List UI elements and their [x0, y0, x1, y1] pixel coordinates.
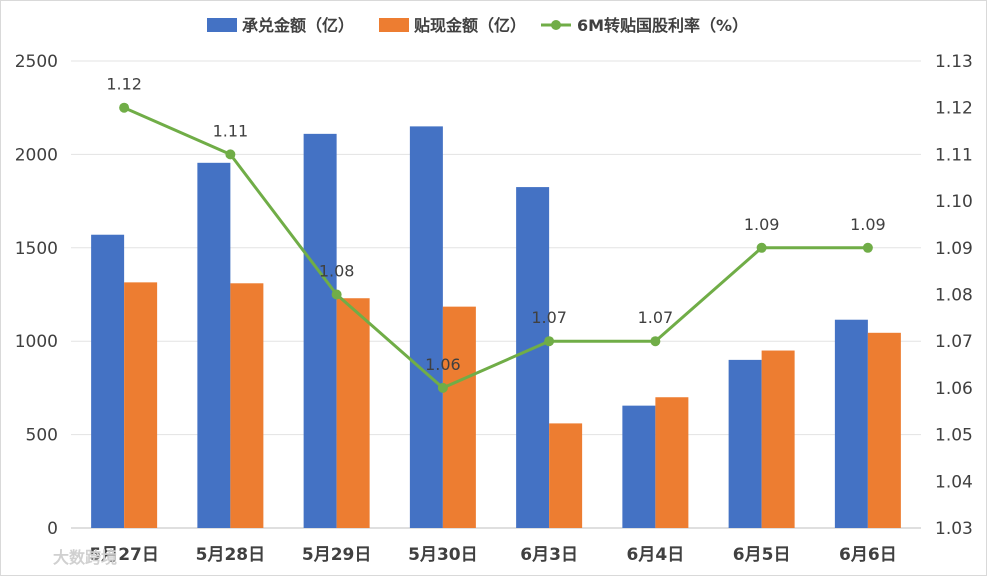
x-tick-label: 6月6日 — [839, 545, 897, 565]
rate-data-label: 1.07 — [531, 308, 567, 327]
discount-bar — [655, 397, 689, 528]
discount-bar — [867, 332, 901, 528]
discount-bar — [549, 423, 583, 528]
acceptance-bar — [728, 359, 762, 528]
rate-line-path — [123, 106, 868, 390]
y-left-tick-label: 2000 — [15, 145, 58, 165]
y-right-tick-label: 1.06 — [935, 379, 973, 399]
legend-label: 贴现金额（亿） — [414, 16, 526, 35]
y-left-tick-label: 2500 — [15, 52, 58, 72]
y-right-tick-label: 1.03 — [935, 519, 973, 539]
y-axis-left: 0 500 1000 1500 2000 2500 — [15, 52, 58, 539]
legend-swatch — [207, 18, 237, 32]
y-right-tick-label: 1.10 — [935, 192, 973, 212]
y-right-tick-label: 1.09 — [935, 239, 973, 259]
acceptance-bar — [516, 187, 550, 528]
y-left-tick-label: 0 — [47, 519, 58, 539]
legend: 承兑金额（亿） 贴现金额（亿） 6M转贴国股利率（%） — [207, 16, 748, 35]
rate-line — [119, 102, 873, 393]
rate-point — [119, 102, 130, 113]
discount-bar — [336, 298, 370, 528]
rate-point — [437, 382, 448, 393]
acceptance-bar — [622, 405, 656, 528]
x-tick-label: 6月3日 — [520, 545, 578, 565]
data-labels: 1.12 1.11 1.08 1.06 1.07 1.07 1.09 1.09 — [106, 75, 885, 374]
legend-marker — [551, 20, 561, 30]
y-right-tick-label: 1.04 — [935, 472, 973, 492]
y-left-tick-label: 1500 — [15, 239, 58, 259]
y-right-tick-label: 1.11 — [935, 145, 973, 165]
x-tick-label: 5月30日 — [408, 545, 478, 565]
discount-bar — [442, 306, 476, 528]
rate-data-label: 1.09 — [850, 215, 886, 234]
legend-swatch — [379, 18, 409, 32]
rate-data-label: 1.12 — [106, 75, 142, 94]
y-left-tick-label: 500 — [26, 426, 58, 446]
x-tick-label: 5月27日 — [89, 545, 159, 565]
x-tick-label: 5月29日 — [302, 545, 372, 565]
rate-data-label: 1.06 — [425, 355, 461, 374]
rate-point — [756, 242, 767, 253]
acceptance-bar — [834, 319, 868, 528]
rate-data-label: 1.09 — [744, 215, 780, 234]
rate-data-label: 1.11 — [213, 121, 249, 140]
discount-bar — [124, 282, 158, 528]
acceptance-bar — [303, 133, 337, 529]
y-right-tick-label: 1.07 — [935, 332, 973, 352]
acceptance-bar — [197, 162, 231, 528]
y-left-tick-label: 1000 — [15, 332, 58, 352]
acceptance-bar — [91, 234, 125, 528]
x-tick-label: 6月5日 — [733, 545, 791, 565]
y-right-tick-label: 1.08 — [935, 286, 973, 306]
x-axis: 5月27日 5月28日 5月29日 5月30日 6月3日 6月4日 6月5日 6月6日 — [89, 545, 896, 565]
acceptance-bar — [409, 126, 443, 528]
legend-label: 6M转贴国股利率（%） — [577, 16, 748, 35]
rate-point — [331, 289, 342, 300]
y-axis-right: 1.03 1.04 1.05 1.06 1.07 1.08 1.09 1.10 1.11 1.12… — [935, 52, 973, 539]
rate-data-label: 1.07 — [638, 308, 674, 327]
y-right-tick-label: 1.13 — [935, 52, 973, 72]
y-right-tick-label: 1.05 — [935, 426, 973, 446]
rate-point — [862, 242, 873, 253]
watermark: 大数跨境 — [53, 548, 117, 567]
discount-bar — [761, 350, 795, 528]
rate-point — [544, 336, 555, 347]
x-tick-label: 6月4日 — [627, 545, 685, 565]
y-right-tick-label: 1.12 — [935, 99, 973, 119]
rate-data-label: 1.08 — [319, 262, 355, 281]
bars — [91, 126, 901, 529]
discount-bar — [230, 283, 264, 528]
x-tick-label: 5月28日 — [196, 545, 266, 565]
rate-point — [225, 149, 236, 160]
legend-label: 承兑金额（亿） — [242, 16, 354, 35]
rate-point — [650, 336, 661, 347]
watermark-text: 大数跨境 — [53, 548, 117, 567]
